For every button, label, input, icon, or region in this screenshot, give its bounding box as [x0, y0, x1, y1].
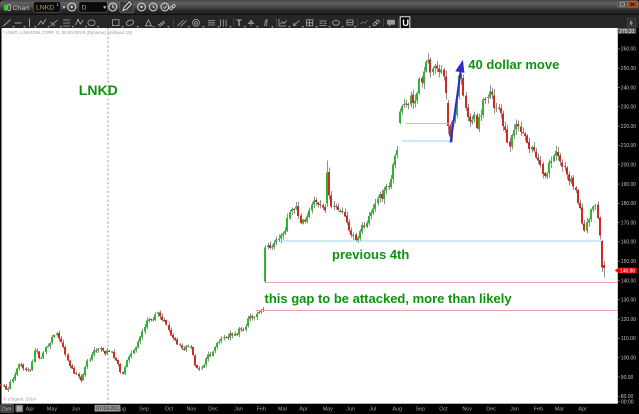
- svg-text:Oct: Oct: [439, 406, 448, 412]
- svg-text:146.86: 146.86: [620, 268, 636, 274]
- svg-text:90.00: 90.00: [621, 375, 634, 381]
- svg-text:Apr: Apr: [26, 406, 35, 412]
- svg-text:this gap to be attacked, more: this gap to be attacked, more than likel…: [265, 291, 513, 306]
- svg-text:260.00: 260.00: [621, 47, 637, 53]
- svg-text:May: May: [323, 406, 333, 412]
- svg-text:Sep: Sep: [416, 406, 426, 412]
- svg-text:Jan: Jan: [510, 406, 519, 412]
- svg-text:Dec: Dec: [208, 406, 218, 412]
- svg-text:130.00: 130.00: [621, 298, 637, 304]
- svg-text:180.00: 180.00: [621, 201, 637, 207]
- svg-text:Feb: Feb: [257, 406, 266, 412]
- svg-text:80.00: 80.00: [621, 394, 634, 400]
- svg-text:Dec: Dec: [486, 406, 496, 412]
- svg-text:140.00: 140.00: [621, 278, 637, 284]
- svg-text:00:00: 00:00: [621, 399, 634, 405]
- svg-text:previous 4th: previous 4th: [332, 247, 409, 262]
- svg-text:250.00: 250.00: [621, 66, 637, 72]
- svg-text:May: May: [47, 406, 57, 412]
- svg-text:Aug: Aug: [392, 406, 402, 412]
- svg-text:160.00: 160.00: [621, 240, 637, 246]
- svg-text:Mar: Mar: [555, 406, 564, 412]
- svg-text:T: T: [236, 18, 242, 28]
- svg-text:40 dollar move: 40 dollar move: [468, 57, 559, 72]
- svg-text:Nov: Nov: [462, 406, 472, 412]
- svg-text:Apr: Apr: [299, 406, 308, 412]
- svg-text:1: 1: [56, 2, 59, 8]
- svg-text:Jul: Jul: [369, 406, 376, 412]
- svg-text:270.31: 270.31: [619, 29, 635, 35]
- svg-text:Feb: Feb: [534, 406, 543, 412]
- svg-text:07/16/2012: 07/16/2012: [96, 406, 122, 412]
- svg-text:200.00: 200.00: [621, 163, 637, 169]
- svg-text:150.00: 150.00: [621, 259, 637, 265]
- svg-text:240.00: 240.00: [621, 85, 637, 91]
- svg-text:220.00: 220.00: [621, 124, 637, 130]
- svg-text:Jun: Jun: [346, 406, 355, 412]
- svg-text:LNKD: LNKD: [79, 82, 118, 98]
- svg-text:190.00: 190.00: [621, 182, 637, 188]
- svg-text:100.00: 100.00: [621, 356, 637, 362]
- svg-text:120.00: 120.00: [621, 317, 637, 323]
- svg-text:© eSignal, 2014: © eSignal, 2014: [3, 396, 36, 402]
- svg-text:U: U: [402, 18, 409, 29]
- svg-text:Chart: Chart: [13, 5, 30, 12]
- svg-text:Mar: Mar: [278, 406, 287, 412]
- svg-text:210.00: 210.00: [621, 143, 637, 149]
- svg-text:Dyn: Dyn: [2, 407, 11, 413]
- svg-text:D: D: [82, 5, 87, 12]
- svg-text:Oct: Oct: [165, 406, 174, 412]
- svg-text:Jan: Jan: [234, 406, 243, 412]
- svg-text:230.00: 230.00: [621, 105, 637, 111]
- svg-text:LNKD: LNKD: [36, 5, 54, 12]
- svg-text:110.00: 110.00: [621, 336, 636, 342]
- svg-text:Aug: Aug: [116, 406, 126, 412]
- svg-text:* LNKD, LINKEDIN CORP, D, 06:0: * LNKD, LINKEDIN CORP, D, 06:00-00:00 (D…: [3, 30, 133, 35]
- svg-text:Apr: Apr: [578, 406, 587, 412]
- svg-text:170.00: 170.00: [621, 220, 637, 226]
- svg-text:Jun: Jun: [72, 406, 81, 412]
- svg-text:Nov: Nov: [187, 406, 197, 412]
- svg-text:Sep: Sep: [139, 406, 149, 412]
